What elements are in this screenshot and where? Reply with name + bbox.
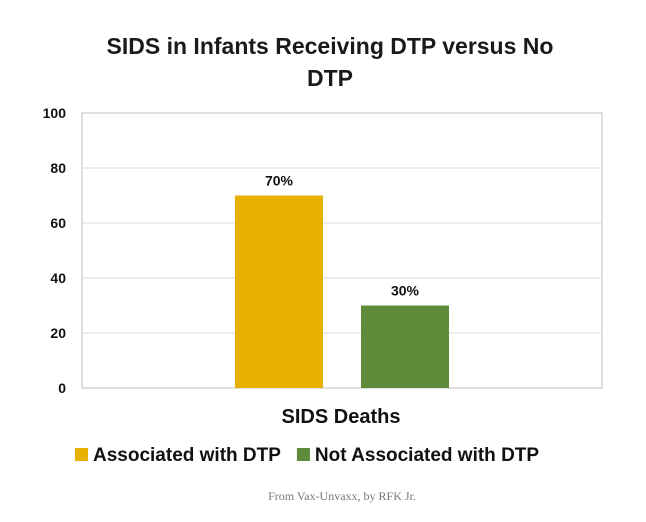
bar-associated: [235, 195, 323, 388]
data-label: 30%: [391, 283, 420, 299]
y-axis-ticks: 0 20 40 60 80 100: [43, 105, 67, 396]
y-tick-label: 40: [50, 270, 66, 286]
chart-title-line-2: DTP: [307, 65, 353, 91]
x-axis-label: SIDS Deaths: [282, 406, 401, 428]
legend-swatch: [296, 448, 310, 461]
y-tick-label: 20: [50, 325, 66, 341]
y-tick-label: 80: [50, 160, 66, 176]
y-tick-label: 60: [50, 215, 66, 231]
source-caption: From Vax-Unvaxx, by RFK Jr.: [268, 489, 416, 503]
y-tick-label: 100: [43, 105, 67, 121]
bars: [235, 195, 449, 388]
plot-area: [81, 112, 603, 389]
legend-swatch: [75, 448, 88, 461]
legend: Associated with DTP Not Associated with D…: [75, 445, 539, 466]
chart-title-line-1: SIDS in Infants Receiving DTP versus No: [107, 33, 554, 59]
gridlines: [82, 167, 602, 334]
legend-label: Not Associated with DTP: [315, 445, 539, 466]
legend-label: Associated with DTP: [93, 445, 281, 466]
data-labels: 70% 30%: [265, 173, 420, 299]
data-label: 70%: [265, 173, 294, 189]
y-tick-label: 0: [58, 380, 66, 396]
bar-not-associated: [361, 305, 449, 388]
